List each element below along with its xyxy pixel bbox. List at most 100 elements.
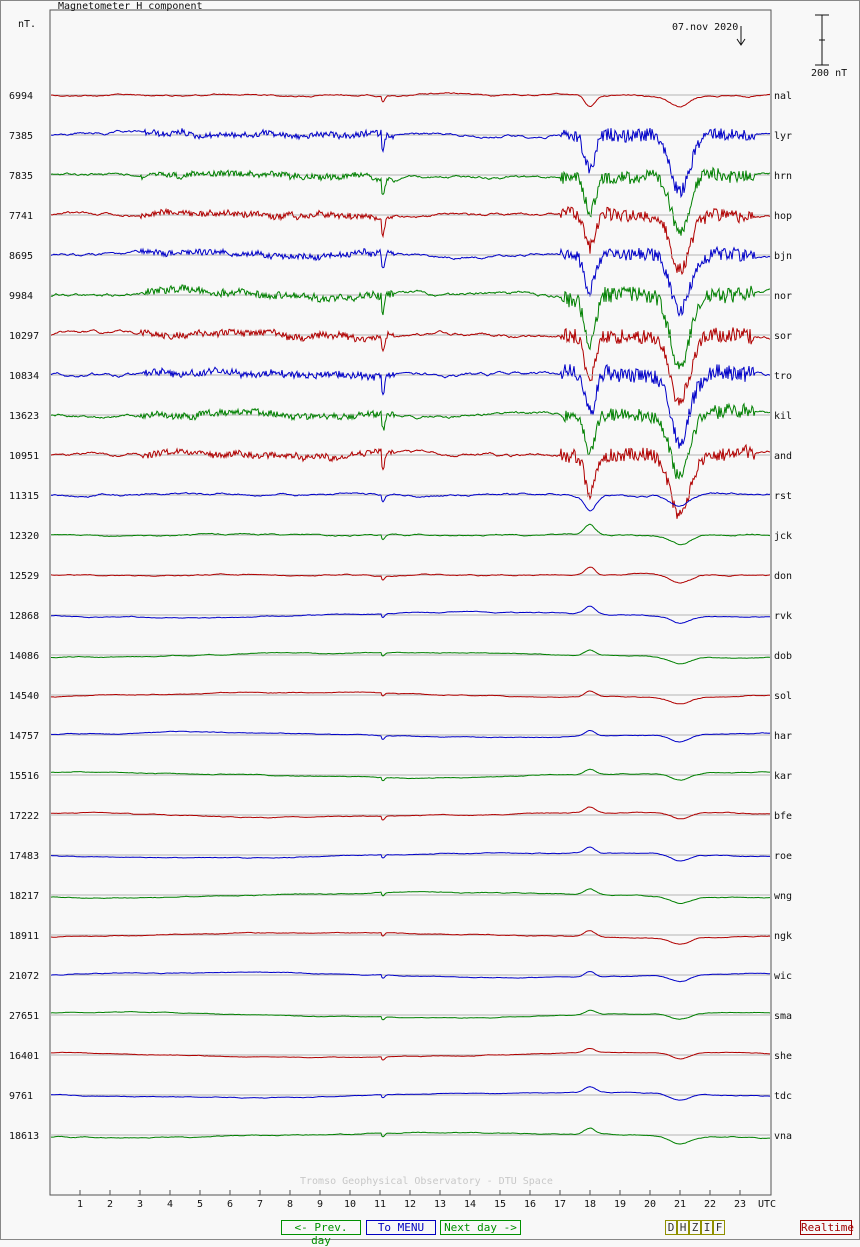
station-name-label: and — [774, 451, 792, 462]
station-name-label: roe — [774, 851, 792, 862]
station-baseline-label: 17222 — [9, 811, 39, 822]
x-tick-label: 3 — [137, 1199, 143, 1210]
station-baseline-label: 12868 — [9, 611, 39, 622]
x-tick-label: 12 — [404, 1199, 416, 1210]
trace-and — [50, 443, 771, 519]
x-tick-label: 2 — [107, 1199, 113, 1210]
station-name-label: wng — [774, 891, 792, 902]
x-tick-label: 7 — [257, 1199, 263, 1210]
trace-jck — [51, 523, 771, 546]
y-unit-label: nT. — [18, 19, 37, 30]
station-baseline-label: 27651 — [9, 1011, 39, 1022]
trace-kar — [50, 768, 771, 782]
station-name-label: dob — [774, 651, 792, 662]
station-baseline-label: 7741 — [9, 211, 33, 222]
station-name-label: bjn — [774, 251, 792, 262]
station-name-label: wic — [774, 971, 792, 982]
station-baseline-label: 15516 — [9, 771, 39, 782]
footer-credit: Tromso Geophysical Observatory - DTU Spa… — [300, 1176, 553, 1187]
station-name-label: sor — [774, 331, 792, 342]
trace-nal — [50, 92, 771, 108]
trace-hop — [50, 206, 771, 276]
trace-she — [51, 1048, 770, 1061]
trace-dob — [51, 649, 771, 665]
x-tick-label: 5 — [197, 1199, 203, 1210]
station-baseline-label: 16401 — [9, 1051, 39, 1062]
station-name-label: hrn — [774, 171, 792, 182]
station-baseline-label: 10297 — [9, 331, 39, 342]
prev-day-button[interactable]: <- Prev. day — [281, 1220, 361, 1247]
trace-don — [50, 566, 771, 584]
x-tick-label: 18 — [584, 1199, 596, 1210]
station-name-label: sma — [774, 1011, 792, 1022]
x-tick-label: 13 — [434, 1199, 446, 1210]
x-tick-label: 14 — [464, 1199, 476, 1210]
station-name-label: rvk — [774, 611, 792, 622]
component-z-button[interactable]: Z — [689, 1220, 701, 1235]
station-baseline-label: 10951 — [9, 451, 39, 462]
x-tick-label: 17 — [554, 1199, 566, 1210]
station-baseline-label: 6994 — [9, 91, 33, 102]
station-name-label: tro — [774, 371, 792, 382]
station-name-label: vna — [774, 1131, 792, 1142]
x-axis-unit-label: UTC — [758, 1199, 776, 1210]
trace-sor — [50, 327, 771, 406]
station-name-label: she — [774, 1051, 792, 1062]
trace-wic — [50, 971, 771, 983]
station-name-label: lyr — [774, 131, 792, 142]
station-baseline-label: 17483 — [9, 851, 39, 862]
trace-lyr — [50, 128, 771, 199]
trace-hrn — [50, 166, 771, 236]
station-baseline-label: 11315 — [9, 491, 39, 502]
trace-rvk — [50, 605, 771, 624]
station-baseline-label: 9761 — [9, 1091, 33, 1102]
menu-button[interactable]: To MENU — [366, 1220, 436, 1235]
trace-wng — [50, 888, 770, 904]
station-baseline-label: 21072 — [9, 971, 39, 982]
x-tick-label: 19 — [614, 1199, 626, 1210]
station-name-label: kil — [774, 411, 792, 422]
trace-sol — [50, 690, 771, 705]
station-name-label: har — [774, 731, 792, 742]
station-baseline-label: 14757 — [9, 731, 39, 742]
station-baseline-label: 12320 — [9, 531, 39, 542]
station-baseline-label: 10834 — [9, 371, 39, 382]
component-f-button[interactable]: F — [713, 1220, 725, 1235]
station-baseline-label: 13623 — [9, 411, 39, 422]
x-tick-label: 15 — [494, 1199, 506, 1210]
station-baseline-label: 18911 — [9, 931, 39, 942]
station-name-label: nor — [774, 291, 792, 302]
component-h-button[interactable]: H — [677, 1220, 689, 1235]
x-tick-label: 23 — [734, 1199, 746, 1210]
trace-bfe — [50, 806, 771, 821]
station-name-label: ngk — [774, 931, 792, 942]
x-tick-label: 6 — [227, 1199, 233, 1210]
station-baseline-label: 18613 — [9, 1131, 39, 1142]
trace-tdc — [50, 1086, 770, 1101]
x-tick-label: 8 — [287, 1199, 293, 1210]
trace-sma — [50, 1009, 771, 1021]
station-baseline-label: 8695 — [9, 251, 33, 262]
station-baseline-label: 9984 — [9, 291, 33, 302]
station-baseline-label: 14086 — [9, 651, 39, 662]
trace-nor — [50, 284, 771, 370]
trace-tro — [50, 364, 771, 449]
station-name-label: nal — [774, 91, 792, 102]
x-tick-label: 20 — [644, 1199, 656, 1210]
x-tick-label: 11 — [374, 1199, 386, 1210]
component-d-button[interactable]: D — [665, 1220, 677, 1235]
station-baseline-label: 7385 — [9, 131, 33, 142]
x-tick-label: 22 — [704, 1199, 716, 1210]
next-day-button[interactable]: Next day -> — [440, 1220, 521, 1235]
trace-har — [51, 730, 771, 743]
realtime-button[interactable]: Realtime — [800, 1220, 854, 1235]
scale-bar-label: 200 nT — [811, 68, 848, 79]
station-name-label: don — [774, 571, 792, 582]
station-name-label: kar — [774, 771, 792, 782]
station-name-label: hop — [774, 211, 792, 222]
trace-vna — [51, 1127, 770, 1145]
component-i-button[interactable]: I — [701, 1220, 713, 1235]
x-tick-label: 9 — [317, 1199, 323, 1210]
trace-bjn — [50, 245, 771, 318]
trace-ngk — [50, 930, 771, 945]
